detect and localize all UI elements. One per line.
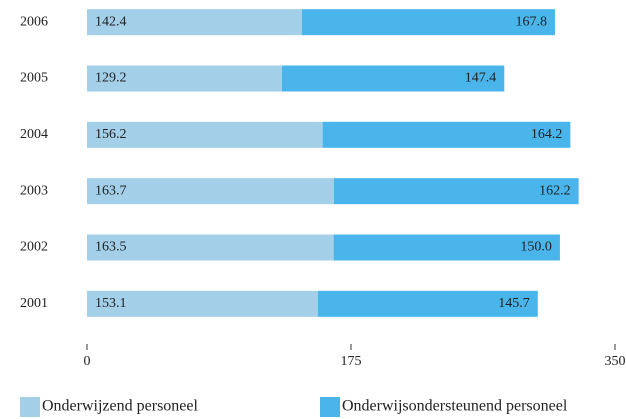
bar-segment <box>87 178 334 205</box>
y-tick-label: 2004 <box>20 127 48 142</box>
y-tick-label: 2006 <box>20 14 48 29</box>
legend-label: Onderwijsondersteunend personeel <box>342 398 568 415</box>
legend-label: Onderwijzend personeel <box>42 398 198 415</box>
bar-segment <box>333 178 579 205</box>
value-label: 164.2 <box>531 127 563 142</box>
value-label: 156.2 <box>95 127 127 142</box>
value-label: 163.5 <box>95 240 127 255</box>
x-tick-label: 175 <box>341 354 362 369</box>
legend-swatch <box>20 397 40 417</box>
value-label: 163.7 <box>95 183 127 198</box>
value-label: 142.4 <box>95 14 127 29</box>
value-label: 129.2 <box>95 71 127 86</box>
value-label: 145.7 <box>498 296 530 311</box>
x-tick-label: 350 <box>605 354 626 369</box>
bar-segment <box>87 290 318 317</box>
bar-segment <box>322 121 571 148</box>
y-tick-label: 2003 <box>20 183 48 198</box>
bar-segment <box>333 234 560 261</box>
x-tick-label: 0 <box>84 354 91 369</box>
y-tick-label: 2005 <box>20 71 48 86</box>
value-label: 147.4 <box>465 71 497 86</box>
y-tick-label: 2001 <box>20 296 48 311</box>
value-label: 153.1 <box>95 296 127 311</box>
bar-segment <box>281 65 505 92</box>
bar-segment <box>317 290 538 317</box>
bar-segment <box>87 121 323 148</box>
bar-segment <box>301 9 555 36</box>
legend-swatch <box>320 397 340 417</box>
bar-segment <box>87 234 334 261</box>
value-label: 162.2 <box>539 183 571 198</box>
bar-segment <box>87 9 302 36</box>
value-label: 150.0 <box>520 240 552 255</box>
value-label: 167.8 <box>515 14 547 29</box>
y-tick-label: 2002 <box>20 240 48 255</box>
bar-segment <box>87 65 282 92</box>
